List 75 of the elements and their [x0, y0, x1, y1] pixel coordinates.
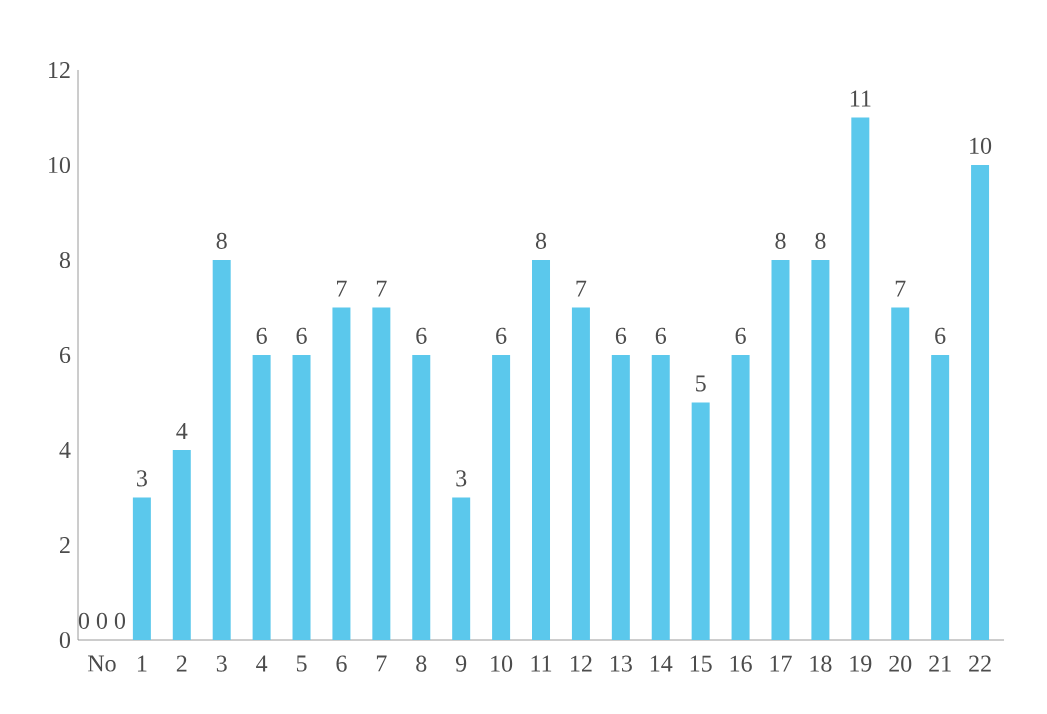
x-tick-label: 13	[610, 655, 632, 672]
data-label: 8	[216, 232, 227, 249]
x-tick-label: 22	[969, 655, 991, 672]
y-tick-label: 12	[49, 62, 70, 78]
bar	[971, 165, 990, 640]
bar	[292, 355, 311, 640]
data-label: 7	[376, 280, 387, 297]
data-label: 6	[256, 327, 267, 344]
x-tick-label: 18	[810, 655, 832, 672]
x-tick-label: 5	[296, 655, 307, 672]
x-tick-label: 12	[571, 655, 592, 672]
x-tick-label: 9	[455, 655, 467, 672]
bar	[212, 260, 231, 640]
data-label: 6	[735, 327, 746, 344]
bar	[771, 260, 790, 640]
x-tick-label: 8	[416, 655, 427, 672]
x-tick-label: 17	[770, 655, 792, 672]
data-label: 3	[137, 470, 147, 487]
data-label: 7	[576, 280, 587, 297]
bar	[172, 450, 191, 640]
bar	[452, 497, 471, 640]
data-label: 6	[935, 327, 946, 344]
bar	[731, 355, 750, 640]
bar	[611, 355, 630, 640]
y-tick-label: 8	[59, 251, 71, 269]
data-label: 7	[895, 280, 906, 297]
y-tick-label: 2	[60, 537, 70, 553]
bar	[372, 307, 391, 640]
data-label: 8	[535, 232, 547, 249]
bar	[492, 355, 511, 640]
x-tick-label: 16	[730, 655, 752, 672]
x-tick-label: 20	[889, 655, 912, 672]
x-tick-label: 7	[376, 655, 387, 672]
data-label: 8	[775, 232, 786, 249]
x-tick-label: 3	[216, 655, 227, 672]
x-tick-label: No	[87, 655, 116, 672]
bar	[412, 355, 431, 640]
bar	[931, 355, 950, 640]
bar	[532, 260, 551, 640]
x-tick-label: 2	[176, 655, 187, 672]
bar	[332, 307, 351, 640]
bar	[891, 307, 910, 640]
y-tick-label: 10	[49, 156, 71, 174]
bar	[252, 355, 271, 640]
x-tick-label: 6	[336, 655, 347, 672]
y-tick-label: 0	[59, 631, 71, 649]
data-label: 6	[416, 327, 427, 344]
data-label: 6	[615, 327, 627, 344]
data-label: 5	[696, 375, 706, 392]
x-tick-label: 1	[137, 655, 147, 672]
data-label: 10	[970, 137, 992, 154]
data-label: 0 0 0	[78, 612, 126, 629]
bar	[851, 117, 870, 640]
x-tick-label: 14	[650, 655, 673, 672]
x-tick-label: 15	[690, 655, 712, 672]
data-label: 7	[337, 280, 347, 297]
bar	[651, 355, 670, 640]
bar	[811, 260, 830, 640]
data-label: 8	[815, 232, 826, 249]
x-tick-label: 10	[491, 655, 513, 672]
y-tick-label: 4	[59, 442, 71, 458]
bar	[132, 497, 151, 640]
bar	[691, 402, 710, 640]
data-label: 3	[456, 470, 467, 487]
bar	[571, 307, 590, 640]
x-tick-label: 19	[850, 655, 872, 672]
x-tick-label: 4	[256, 655, 268, 672]
x-tick-label: 11	[531, 655, 552, 672]
data-label: 6	[296, 327, 307, 344]
data-label: 11	[850, 90, 871, 107]
y-tick-label: 6	[59, 346, 71, 364]
data-label: 6	[655, 327, 667, 344]
data-label: 6	[496, 327, 507, 344]
x-tick-label: 21	[929, 655, 951, 672]
data-label: 4	[176, 423, 188, 439]
